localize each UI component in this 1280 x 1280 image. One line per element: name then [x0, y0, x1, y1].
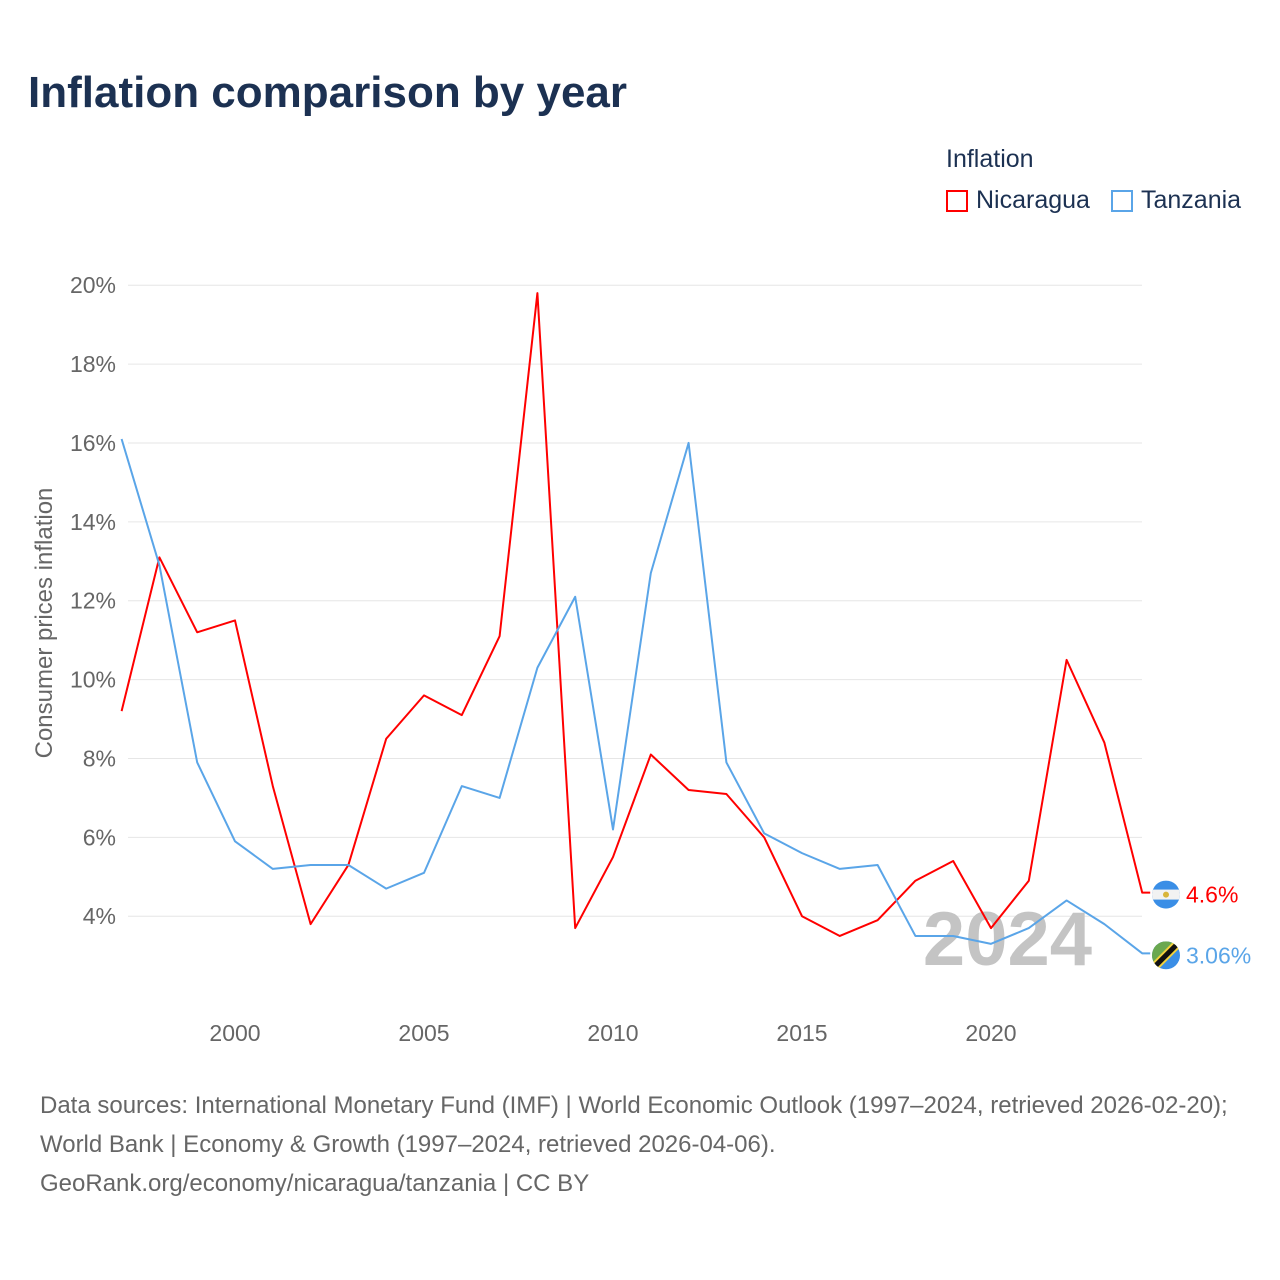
line-chart: 4% 6% 8% 10% 12% 14% 16% 18% 20% 2000 2005 2010 2015…: [31, 272, 1251, 1046]
chart-title: Inflation comparison by year: [28, 68, 628, 117]
legend-item-nicaragua[interactable]: Nicaragua: [946, 186, 1090, 215]
legend-swatch-tanzania: [1111, 189, 1133, 212]
footer: Data sources: International Monetary Fun…: [40, 1086, 1250, 1203]
legend-label: Tanzania: [1141, 186, 1242, 214]
y-tick-label: 6%: [83, 824, 116, 850]
x-tick-label: 2020: [965, 1020, 1016, 1046]
y-tick-label: 4%: [83, 903, 116, 929]
legend-item-tanzania[interactable]: Tanzania: [1111, 186, 1241, 215]
y-axis-label: Consumer prices inflation: [31, 488, 58, 759]
flag-body: [1152, 880, 1180, 909]
y-tick-label: 8%: [83, 745, 116, 771]
flag-body: [1152, 941, 1180, 970]
y-tick-label: 10%: [70, 667, 116, 693]
x-tick-label: 2000: [209, 1020, 260, 1046]
x-tick-label: 2005: [398, 1020, 449, 1046]
x-tick-label: 2015: [776, 1020, 827, 1046]
end-value-label: 3.06%: [1186, 942, 1251, 968]
credit-link[interactable]: GeoRank.org/economy/nicaragua/tanzania |…: [40, 1170, 590, 1197]
data-sources: Data sources: International Monetary Fun…: [40, 1092, 1228, 1158]
end-value-label: 4.6%: [1186, 882, 1238, 908]
legend-title: Inflation: [946, 145, 1034, 173]
series-line-nicaragua: [120, 292, 1151, 937]
nicaragua-flag-icon: [1152, 880, 1180, 909]
flag-emblem: [1163, 891, 1169, 898]
y-tick-label: 16%: [70, 430, 116, 456]
year-watermark: 2024: [923, 897, 1092, 982]
legend-swatch-nicaragua: [946, 189, 968, 212]
y-tick-label: 18%: [70, 351, 116, 377]
x-tick-label: 2010: [587, 1020, 638, 1046]
y-tick-label: 20%: [70, 272, 116, 298]
tanzania-flag-icon: [1152, 941, 1180, 970]
series-line-tanzania: [120, 438, 1151, 955]
legend-label: Nicaragua: [976, 186, 1090, 214]
y-tick-label: 14%: [70, 509, 116, 535]
y-tick-label: 12%: [70, 588, 116, 614]
